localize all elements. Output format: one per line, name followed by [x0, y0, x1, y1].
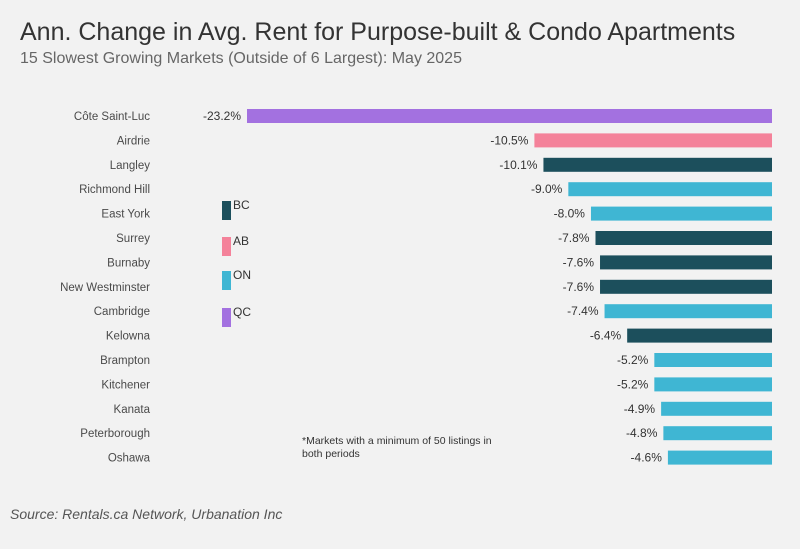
- value-label: -10.1%: [499, 158, 537, 172]
- category-label: Oshawa: [108, 453, 151, 465]
- value-label: -7.6%: [563, 255, 595, 269]
- bar: [654, 377, 772, 392]
- chart-subtitle: 15 Slowest Growing Markets (Outside of 6…: [20, 50, 462, 67]
- category-label: Langley: [110, 160, 151, 172]
- legend-swatch: [222, 308, 231, 327]
- bar: [654, 353, 772, 367]
- bars: [247, 109, 772, 465]
- value-label: -10.5%: [490, 133, 528, 147]
- bar: [590, 206, 772, 221]
- value-label: -7.6%: [563, 280, 595, 294]
- note-line-2: both periods: [302, 448, 360, 460]
- value-labels: -23.2% -10.5% -10.1% -9.0% -8.0% -7.8% -7.6% -7…: [203, 109, 662, 465]
- bar: [247, 109, 772, 123]
- category-label: Côte Saint-Luc: [74, 111, 150, 123]
- category-label: Brampton: [100, 355, 150, 367]
- source-note: Source: Rentals.ca Network, Urbanation I…: [10, 506, 283, 522]
- bar: [600, 279, 772, 294]
- value-label: -4.8%: [626, 426, 658, 440]
- value-label: -9.0%: [531, 182, 563, 196]
- bar: [604, 304, 772, 319]
- legend-swatch: [222, 201, 231, 220]
- bar: [663, 426, 772, 441]
- bar: [661, 401, 772, 416]
- category-label: Kitchener: [101, 379, 150, 391]
- category-label: Cambridge: [94, 306, 150, 318]
- bar: [534, 133, 772, 148]
- category-label: Peterborough: [80, 428, 150, 440]
- legend-swatch: [222, 271, 231, 290]
- bar: [568, 182, 772, 197]
- value-label: -4.9%: [624, 402, 656, 416]
- value-label: -6.4%: [590, 329, 622, 343]
- category-label: Kelowna: [106, 331, 151, 343]
- category-label: Richmond Hill: [79, 184, 150, 196]
- legend-label: AB: [233, 234, 249, 248]
- bar: [600, 255, 772, 270]
- bar: [543, 157, 772, 172]
- value-label: -5.2%: [617, 353, 649, 367]
- legend-label: BC: [233, 198, 250, 212]
- category-label: Airdrie: [117, 135, 150, 147]
- note-line-1: *Markets with a minimum of 50 listings i…: [302, 435, 492, 447]
- value-label: -7.4%: [567, 304, 599, 318]
- bar: [667, 450, 772, 465]
- bar: [627, 328, 772, 343]
- value-label: -5.2%: [617, 377, 649, 391]
- value-label: -23.2%: [203, 109, 241, 123]
- value-label: -8.0%: [554, 207, 586, 221]
- value-label: -7.8%: [558, 231, 590, 245]
- category-label: Surrey: [116, 233, 150, 245]
- category-labels: Côte Saint-Luc Airdrie Langley Richmond Hil…: [60, 111, 150, 465]
- legend-label: ON: [233, 268, 251, 282]
- category-label: East York: [101, 209, 150, 221]
- category-label: Burnaby: [107, 257, 150, 269]
- legend-label: QC: [233, 305, 251, 319]
- legend: BC AB ON QC: [222, 198, 251, 327]
- category-label: Kanata: [114, 404, 151, 416]
- legend-swatch: [222, 237, 231, 256]
- bar: [595, 231, 772, 245]
- category-label: New Westminster: [60, 282, 150, 294]
- chart-title: Ann. Change in Avg. Rent for Purpose-bui…: [20, 18, 736, 46]
- value-label: -4.6%: [631, 451, 663, 465]
